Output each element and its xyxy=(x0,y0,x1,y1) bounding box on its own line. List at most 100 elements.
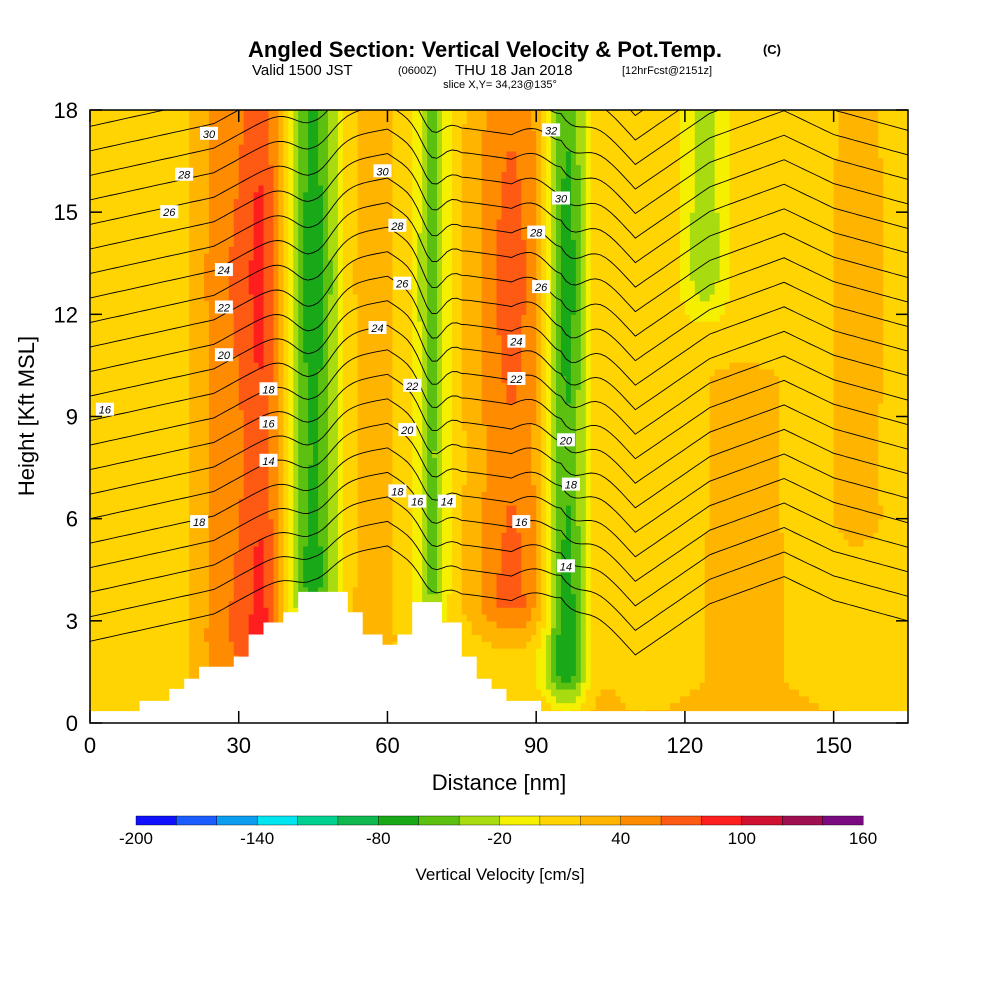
chart-title: Angled Section: Vertical Velocity & Pot.… xyxy=(248,37,722,62)
theta-contour-line xyxy=(90,447,908,558)
contour-label: 16 xyxy=(411,497,424,509)
colorbar-tick-label: -140 xyxy=(240,829,274,848)
colorbar-swatch xyxy=(216,815,258,826)
colorbar-swatch xyxy=(539,815,581,826)
contour-label-bg xyxy=(160,205,179,219)
theta-contour-line xyxy=(90,300,908,411)
contour-label-bg xyxy=(259,416,278,430)
contour-label: 24 xyxy=(509,337,522,349)
forecast-info: [12hrFcst@2151z] xyxy=(622,65,712,77)
contour-labels: 30 28 26 24 22 20 18 16 18 16 14 30 28 26 24 22 20 18 16 14… xyxy=(95,123,580,573)
contour-label-bg xyxy=(259,382,278,396)
x-tick-label: 120 xyxy=(667,733,704,758)
contour-label: 26 xyxy=(534,282,548,294)
theta-contour-line xyxy=(90,422,908,533)
colorbar-tick-label: 40 xyxy=(611,829,630,848)
theta-contour-line xyxy=(90,545,908,656)
contour-label: 26 xyxy=(162,207,176,219)
x-tick-label: 90 xyxy=(524,733,548,758)
contour-label: 16 xyxy=(99,405,112,417)
contour-label-bg xyxy=(552,191,570,205)
contour-label: 24 xyxy=(217,265,230,277)
contour-label-bg xyxy=(95,402,114,416)
colorbar: -200 -140 -80 -20 40 100 160 xyxy=(119,815,877,848)
colorbar-swatch xyxy=(660,815,702,826)
contour-label: 28 xyxy=(177,170,191,182)
contour-label: 30 xyxy=(203,129,216,141)
colorbar-tick-label: -20 xyxy=(487,829,512,848)
colorbar-swatch xyxy=(176,815,218,826)
contour-label: 26 xyxy=(395,279,409,291)
x-tick-label: 0 xyxy=(84,733,96,758)
contour-label-bg xyxy=(190,515,209,529)
colorbar-swatch xyxy=(620,815,662,826)
contour-label: 18 xyxy=(391,486,404,498)
colorbar-swatch xyxy=(256,815,299,826)
contour-label-bg xyxy=(393,276,412,290)
colorbar-swatch xyxy=(337,815,379,826)
theta-contour-line xyxy=(90,110,908,215)
y-tick-label: 6 xyxy=(66,507,78,532)
colorbar-swatch xyxy=(741,815,783,826)
contour-label-bg xyxy=(437,494,456,508)
contour-label: 22 xyxy=(405,381,418,393)
contour-label: 16 xyxy=(515,517,528,529)
y-tick-label: 18 xyxy=(54,98,78,123)
contour-label: 18 xyxy=(565,480,578,492)
x-axis-label: Distance [nm] xyxy=(432,770,567,795)
contour-label-bg xyxy=(403,378,422,392)
theta-contour-line xyxy=(90,110,908,190)
y-axis-label: Height [Kft MSL] xyxy=(14,336,39,496)
contour-label-bg xyxy=(175,167,194,181)
colorbar-tick-label: 100 xyxy=(728,829,756,848)
slice-info: slice X,Y= 34,23@135° xyxy=(443,79,557,91)
theta-contour-line xyxy=(90,110,908,166)
theta-contour-line xyxy=(90,324,908,435)
contour-label: 24 xyxy=(370,323,383,335)
contour-label-bg xyxy=(532,280,551,294)
contour-label-bg xyxy=(259,453,278,467)
valid-zulu: (0600Z) xyxy=(398,65,437,77)
contour-label: 14 xyxy=(441,497,453,509)
contour-label: 14 xyxy=(262,456,274,468)
terrain-shape xyxy=(90,591,908,723)
contour-label: 18 xyxy=(193,517,206,529)
theta-contour-line xyxy=(90,349,908,460)
theta-contour-line xyxy=(90,373,908,484)
y-tick-label: 15 xyxy=(54,200,78,225)
contour-label-bg xyxy=(507,334,526,348)
contour-label: 32 xyxy=(545,125,557,137)
y-tick-label: 9 xyxy=(66,405,78,430)
contour-label: 28 xyxy=(529,228,543,240)
contour-label-bg xyxy=(527,225,546,239)
x-tick-label: 60 xyxy=(375,733,399,758)
y-axis-ticks: 0 3 6 9 12 15 18 xyxy=(54,98,908,736)
contour-label-bg xyxy=(200,126,218,140)
contour-label: 30 xyxy=(555,194,568,206)
terrain xyxy=(90,591,908,723)
contour-label-bg xyxy=(214,300,233,314)
theta-contour-line xyxy=(90,128,908,239)
contour-label-bg xyxy=(214,348,233,362)
contour-label-bg xyxy=(388,484,407,498)
theta-contour-line xyxy=(90,496,908,607)
contour-label: 16 xyxy=(262,418,275,430)
colorbar-tick-label: -80 xyxy=(366,829,391,848)
contour-label-bg xyxy=(398,423,417,437)
contour-label: 18 xyxy=(262,384,275,396)
contour-label-bg xyxy=(556,559,575,573)
chart-title-unit-tag: (C) xyxy=(763,42,781,57)
theta-contour-line xyxy=(90,520,908,631)
valid-date: THU 18 Jan 2018 xyxy=(455,62,573,79)
colorbar-swatch xyxy=(418,815,460,826)
vertical-velocity-field xyxy=(90,110,908,723)
colorbar-swatch xyxy=(782,815,824,826)
colorbar-swatch xyxy=(135,815,177,826)
contour-label-bg xyxy=(388,218,407,232)
contour-label: 22 xyxy=(509,374,522,386)
contour-label: 30 xyxy=(376,166,389,178)
contour-label-bg xyxy=(561,477,580,491)
contour-label-bg xyxy=(214,263,233,277)
x-tick-label: 30 xyxy=(226,733,250,758)
